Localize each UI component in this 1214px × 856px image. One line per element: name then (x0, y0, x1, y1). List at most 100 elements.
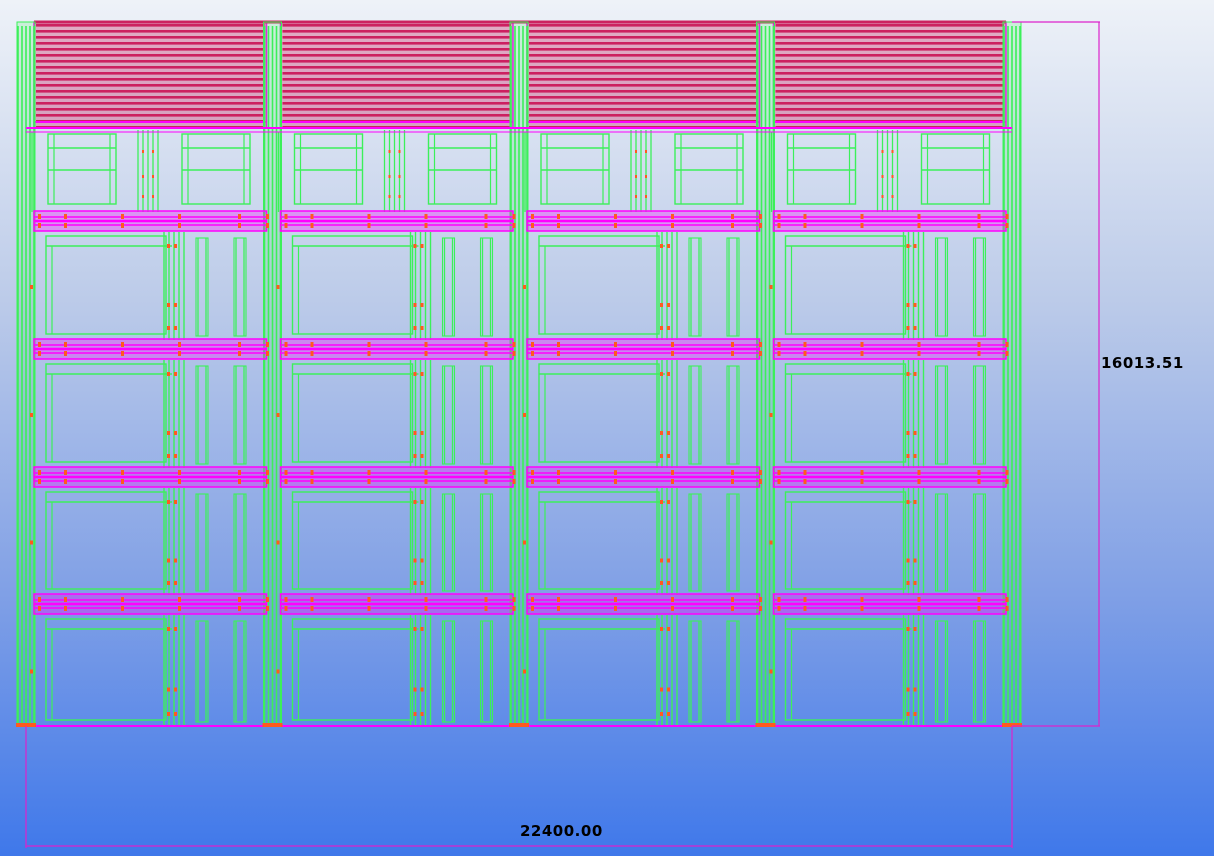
beam-bolt (266, 470, 269, 475)
beam-bolt (238, 214, 241, 219)
upper-bolt (891, 195, 894, 198)
roof-slat (529, 54, 758, 57)
beam-bolt (310, 470, 314, 475)
column-bolt (769, 540, 773, 545)
beam-bolt (424, 606, 428, 611)
beam-bolt (266, 342, 269, 347)
side-post-box (688, 365, 702, 465)
beam-bolt (64, 606, 67, 611)
column-bolt (420, 558, 424, 563)
door-frame (538, 491, 660, 590)
upper-bolt (881, 150, 884, 153)
beam-bolt (238, 342, 241, 347)
beam-bolt (731, 351, 734, 356)
beam-bolt (777, 606, 781, 611)
beam-bolt (266, 479, 269, 484)
beam-bolt (977, 597, 981, 602)
horizontal-dimension-label: 22400.00 (520, 822, 603, 840)
upper-bolt (635, 195, 637, 198)
column-bolt (660, 244, 663, 248)
door-frame (784, 363, 907, 463)
column-bolt (523, 669, 526, 674)
column-bolt (913, 500, 917, 504)
column-bolt (167, 558, 170, 563)
beam-bolt (284, 606, 288, 611)
roof-slat (36, 42, 265, 45)
base-plate (16, 723, 36, 727)
column-bolt (906, 627, 910, 631)
door-frame (784, 491, 907, 590)
column-bolt (174, 326, 177, 330)
beam-bolt (917, 342, 921, 347)
beam-bolt (614, 223, 617, 228)
roof-slat (529, 24, 758, 27)
beam-bolt (557, 606, 560, 611)
column-bolt (167, 581, 170, 585)
beam-bolt (1005, 606, 1009, 611)
side-post-box (479, 493, 494, 592)
column-bolt (276, 540, 280, 545)
beam-bolt (759, 606, 762, 611)
beam-bolt (367, 214, 371, 219)
column-bolt (667, 431, 670, 435)
beam-bolt (860, 470, 864, 475)
side-post-box (233, 237, 247, 337)
upper-bolt (891, 150, 894, 153)
roof-slat (529, 84, 758, 87)
roof-slat (282, 72, 511, 75)
beam-bolt (917, 597, 921, 602)
beam-bolt (512, 479, 516, 484)
beam-bolt (38, 470, 41, 475)
column-bolt (913, 687, 917, 692)
roof-slat (282, 90, 511, 93)
beam-bolt (557, 342, 560, 347)
column-bolt (769, 669, 773, 674)
roof-slat (36, 48, 265, 51)
beam-bolt (38, 597, 41, 602)
beam-bolt (531, 606, 534, 611)
beam-bolt (759, 214, 762, 219)
beam-bolt (484, 342, 488, 347)
beam-bolt (531, 351, 534, 356)
roof-slat (775, 42, 1004, 45)
beam-bolt (367, 223, 371, 228)
column-bolt (913, 581, 917, 585)
base-plate (755, 723, 776, 727)
upper-window-frame (540, 133, 610, 205)
beam-bolt (731, 342, 734, 347)
column-bolt (174, 500, 177, 504)
column-bolt (906, 326, 910, 330)
roof-slat (36, 78, 265, 81)
beam-bolt (614, 479, 617, 484)
door-frame (784, 235, 907, 335)
column-bolt (420, 454, 424, 458)
beam-bolt (1005, 342, 1009, 347)
column-bolt (420, 581, 424, 585)
beam-bolt (121, 606, 124, 611)
dimension-layer (25, 21, 1100, 848)
beam-bolt (367, 470, 371, 475)
beam-bolt (121, 223, 124, 228)
upper-bolt (142, 195, 144, 198)
roof-layer (33, 20, 1007, 129)
beam-bolt (121, 479, 124, 484)
beam-bolt (266, 606, 269, 611)
column-bolt (667, 326, 670, 330)
column-bolt (413, 303, 417, 307)
column-bolt (167, 326, 170, 330)
vertical-dimension-label: 16013.51 (1101, 354, 1184, 372)
beam-bolt (64, 342, 67, 347)
beam-bolt (367, 479, 371, 484)
beam-bolt (777, 597, 781, 602)
beam-bolt (121, 214, 124, 219)
beam-bolt (484, 214, 488, 219)
beam-bolt (731, 223, 734, 228)
upper-bolt (152, 195, 154, 198)
column-bolt (523, 285, 526, 289)
column-bolt (906, 558, 910, 563)
roof-slat (36, 60, 265, 63)
beam-bolt (671, 479, 674, 484)
side-post-box (233, 620, 247, 723)
beam-bolt (512, 470, 516, 475)
